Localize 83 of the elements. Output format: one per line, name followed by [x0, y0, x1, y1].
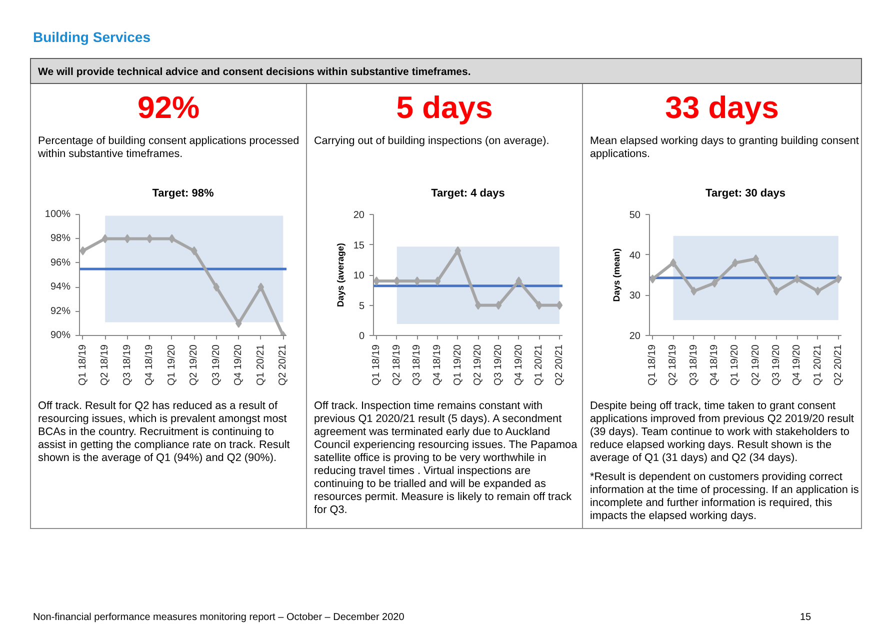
text: 15: [800, 611, 812, 625]
x-tick-label: Q4 19/20: [233, 344, 244, 386]
point: [690, 286, 698, 296]
x-tick-label: Q1 20/21: [812, 344, 824, 386]
y-tick-label: 5: [358, 300, 365, 312]
x-tick-label: Q2 18/19: [100, 344, 111, 386]
x-tick-label: Q2 20/21: [554, 344, 565, 386]
point: [474, 300, 482, 310]
point: [190, 246, 198, 256]
point: [773, 286, 780, 296]
x-tick-label: Q2 20/21: [832, 344, 844, 386]
y-tick-label: 10: [353, 270, 365, 282]
x-tick-label: Q1 18/19: [371, 344, 382, 386]
point: [146, 234, 153, 244]
point: [536, 300, 542, 310]
point: [454, 246, 462, 256]
x-tick-label: Q4 19/20: [792, 344, 803, 386]
y-tick-label: 94%: [50, 282, 71, 293]
text: Non-financial performance measures monitoring report – October – December 2020: [33, 611, 404, 625]
x-tick-label: Q1 19/20: [166, 344, 178, 386]
y-tick-label: 98%: [50, 233, 71, 244]
x-tick-label: Q2 19/20: [750, 344, 762, 386]
y-tick-label: 90%: [50, 330, 71, 341]
x-tick-label: Q1 19/20: [452, 344, 464, 386]
y-tick-label: 20: [629, 331, 641, 342]
x-tick-label: Q2 18/19: [668, 344, 679, 386]
text: Off track. Inspection time remains constant with previous Q1 2020/21 result (5 days). A secondment agreement was terminated early due to Auckland Council experiencing resourcing issues. The Papamoa satellite office is proving to be very worthwhile in reducing travel times . Virtual inspections are continuing to be trialled and will be expanded as resources permit. Measure is likely to remain off track for Q3.: [314, 400, 578, 516]
y-axis-title: Days (average): [335, 242, 346, 308]
point: [168, 234, 176, 244]
point: [102, 234, 108, 244]
y-tick-label: 50: [629, 210, 641, 221]
chart-title: Target: 30 days: [706, 188, 786, 200]
y-tick-label: 20: [353, 210, 365, 221]
x-tick-label: Q3 19/20: [210, 344, 222, 386]
point: [711, 278, 718, 288]
x-tick-label: Q3 18/19: [122, 344, 133, 386]
x-tick-label: Q1 18/19: [77, 344, 88, 386]
x-tick-label: Q4 19/20: [513, 344, 524, 386]
point: [124, 234, 131, 244]
x-tick-label: Q2 19/20: [472, 344, 484, 386]
x-tick-label: Q1 20/21: [534, 344, 545, 386]
chart-title: Target: 98%: [152, 188, 214, 200]
point: [80, 246, 86, 256]
point: [394, 276, 400, 286]
point: [794, 274, 800, 284]
text: Mean elapsed working days to granting building consent applications.: [590, 135, 860, 161]
y-tick-label: 15: [353, 240, 365, 252]
x-tick-label: Q3 18/19: [412, 344, 423, 386]
point: [495, 300, 502, 310]
x-tick-label: Q2 18/19: [391, 344, 402, 386]
point: [434, 276, 441, 286]
x-tick-label: Q2 20/21: [278, 344, 289, 386]
x-tick-label: Q4 18/19: [432, 344, 444, 386]
x-tick-label: Q3 19/20: [770, 344, 782, 386]
point: [235, 318, 242, 328]
text: Building Services: [33, 28, 150, 47]
y-tick-label: 100%: [44, 209, 71, 220]
text: Off track. Result for Q2 has reduced as a result of resourcing issues, which is prevalent amongst most BCAs in the country. Recruitment is continuing to assist in getting the compliance rate on track. Result shown is the average of Q1 (94%) and Q2 (90%).: [38, 400, 291, 465]
text: 33 days: [665, 90, 779, 125]
x-tick-label: Q1 19/20: [730, 344, 741, 386]
chart-title: Target: 4 days: [431, 188, 505, 200]
x-tick-label: Q4 18/19: [144, 344, 156, 386]
text: Percentage of building consent applications processed within substantive timeframes.: [38, 135, 300, 161]
text: We will provide technical advice and consent decisions within substantive timeframes.: [38, 65, 471, 80]
x-tick-label: Q1 18/19: [647, 344, 658, 386]
text: 92%: [137, 90, 200, 125]
y-tick-label: 0: [358, 331, 365, 342]
text: 5 days: [396, 90, 493, 125]
x-tick-label: Q4 18/19: [709, 344, 720, 386]
text: *Result is dependent on customers providing correct information at the time of processing. If an application is incomplete and further information is required, this impacts the elapsed working days.: [590, 471, 859, 523]
y-tick-label: 40: [629, 250, 641, 262]
x-tick-label: Q3 18/19: [688, 344, 700, 386]
y-axis-title: Days (mean): [611, 248, 622, 302]
text: Carrying out of building inspections (on average).: [314, 135, 550, 148]
y-tick-label: 30: [629, 290, 641, 302]
point: [213, 282, 220, 292]
x-tick-label: Q1 20/21: [255, 344, 266, 386]
x-tick-label: Q3 19/20: [492, 344, 504, 386]
text: Despite being off track, time taken to grant consent applications improved from previous Q2 2019/20 result (39 days). Team continue to work with stakeholders to reduce elapsed working days. Result shown is the average of Q1 (31 days) and Q2 (34 days).: [590, 400, 855, 465]
point: [258, 282, 264, 292]
x-tick-label: Q2 19/20: [188, 344, 200, 386]
y-tick-label: 96%: [50, 257, 71, 268]
y-tick-label: 92%: [50, 306, 71, 317]
